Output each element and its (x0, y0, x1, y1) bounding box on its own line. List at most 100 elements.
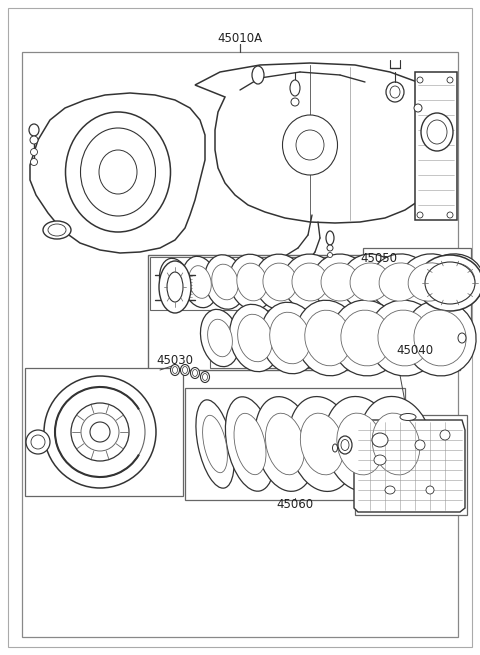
Ellipse shape (372, 433, 388, 447)
Ellipse shape (44, 376, 156, 488)
Ellipse shape (341, 310, 391, 366)
Ellipse shape (417, 255, 480, 311)
Ellipse shape (270, 312, 310, 364)
Ellipse shape (333, 444, 337, 452)
Ellipse shape (400, 413, 416, 421)
Ellipse shape (327, 245, 333, 251)
Ellipse shape (414, 104, 422, 112)
Polygon shape (210, 310, 458, 368)
Ellipse shape (408, 263, 452, 301)
Ellipse shape (261, 302, 319, 374)
Ellipse shape (338, 436, 352, 454)
Ellipse shape (252, 66, 264, 84)
Ellipse shape (196, 400, 234, 488)
Ellipse shape (31, 435, 45, 449)
Ellipse shape (43, 221, 71, 239)
Ellipse shape (159, 261, 191, 313)
Ellipse shape (404, 300, 476, 376)
Ellipse shape (265, 413, 304, 475)
Ellipse shape (447, 77, 453, 83)
Ellipse shape (201, 309, 240, 367)
Ellipse shape (170, 364, 180, 375)
Ellipse shape (226, 397, 275, 491)
Polygon shape (195, 63, 448, 223)
Ellipse shape (203, 373, 207, 381)
Ellipse shape (229, 305, 280, 371)
Ellipse shape (296, 300, 360, 376)
Ellipse shape (203, 415, 228, 473)
Ellipse shape (372, 413, 420, 475)
Ellipse shape (337, 413, 383, 475)
Ellipse shape (90, 422, 110, 442)
Ellipse shape (312, 254, 368, 310)
Ellipse shape (99, 150, 137, 194)
Ellipse shape (191, 367, 200, 379)
Ellipse shape (379, 263, 421, 301)
Ellipse shape (48, 224, 66, 236)
Bar (25, 368, 183, 496)
Ellipse shape (166, 267, 184, 297)
Ellipse shape (263, 263, 297, 301)
Ellipse shape (237, 263, 267, 301)
Text: 45050: 45050 (360, 252, 398, 265)
Bar (185, 388, 405, 500)
Ellipse shape (201, 371, 209, 383)
Bar (22, 52, 458, 637)
Ellipse shape (374, 455, 386, 465)
Ellipse shape (212, 264, 238, 300)
Ellipse shape (368, 300, 440, 376)
Ellipse shape (378, 310, 430, 366)
Ellipse shape (65, 112, 170, 232)
Ellipse shape (324, 396, 396, 491)
Ellipse shape (399, 254, 461, 310)
Ellipse shape (29, 124, 39, 136)
Ellipse shape (414, 310, 466, 366)
Ellipse shape (421, 113, 453, 151)
Ellipse shape (167, 272, 183, 302)
Ellipse shape (425, 262, 475, 304)
Ellipse shape (390, 86, 400, 98)
Ellipse shape (204, 255, 245, 309)
Ellipse shape (180, 364, 190, 375)
Ellipse shape (71, 403, 129, 461)
Ellipse shape (255, 254, 305, 310)
Ellipse shape (331, 300, 401, 376)
Bar (415, 72, 457, 220)
Polygon shape (148, 255, 460, 370)
Bar (363, 248, 471, 330)
Polygon shape (30, 93, 205, 253)
Ellipse shape (415, 440, 425, 450)
Ellipse shape (300, 413, 344, 475)
Ellipse shape (327, 252, 333, 257)
Ellipse shape (360, 396, 432, 491)
Ellipse shape (385, 486, 395, 494)
Ellipse shape (290, 80, 300, 96)
Ellipse shape (172, 367, 178, 373)
Ellipse shape (341, 254, 399, 310)
Ellipse shape (81, 128, 156, 216)
Ellipse shape (427, 120, 447, 144)
Text: 45010A: 45010A (217, 31, 263, 45)
Ellipse shape (458, 333, 466, 343)
Ellipse shape (431, 263, 475, 301)
Bar (355, 415, 467, 515)
Ellipse shape (426, 486, 434, 494)
Ellipse shape (296, 130, 324, 160)
Ellipse shape (370, 254, 430, 310)
Ellipse shape (447, 212, 453, 218)
Ellipse shape (321, 263, 359, 301)
Ellipse shape (417, 77, 423, 83)
Ellipse shape (229, 254, 275, 310)
Ellipse shape (30, 136, 38, 144)
Ellipse shape (189, 266, 211, 298)
Text: 45040: 45040 (396, 344, 434, 357)
Ellipse shape (31, 149, 37, 155)
Text: 45060: 45060 (276, 498, 313, 512)
Ellipse shape (182, 367, 188, 373)
Ellipse shape (208, 319, 232, 357)
Ellipse shape (350, 263, 390, 301)
Ellipse shape (81, 413, 119, 451)
Ellipse shape (31, 159, 37, 166)
Ellipse shape (341, 440, 349, 451)
Ellipse shape (26, 430, 50, 454)
